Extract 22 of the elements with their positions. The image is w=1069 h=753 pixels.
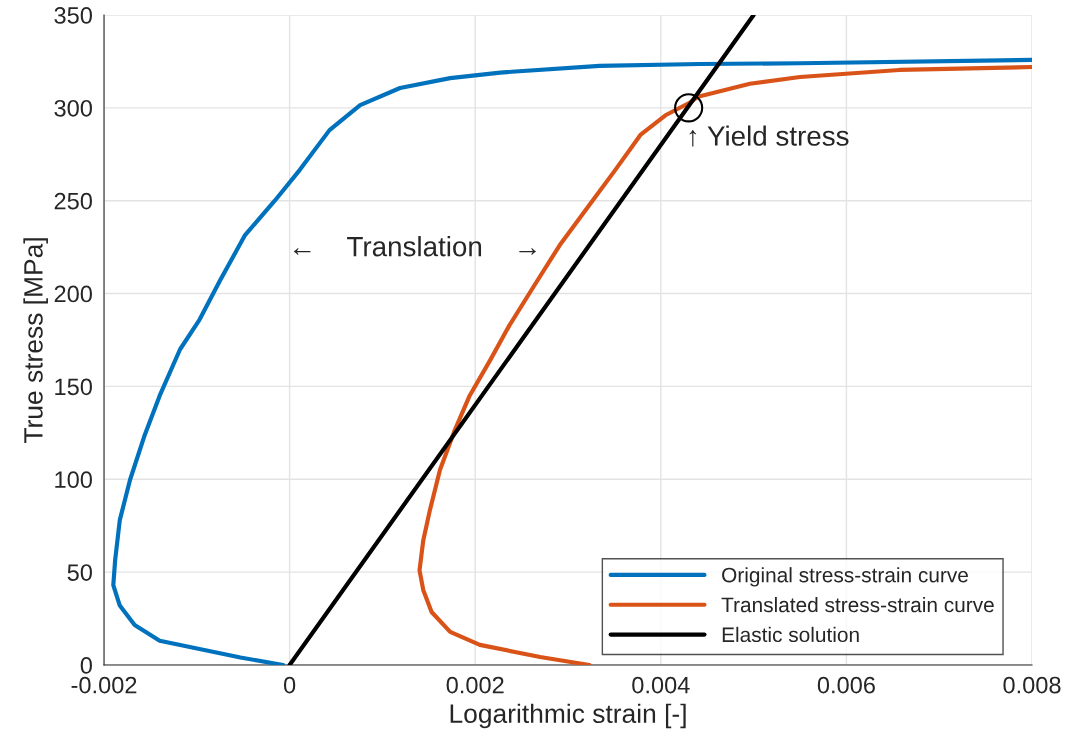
- y-axis-title: True stress [MPa]: [23, 238, 48, 443]
- y-tick-label: 50: [67, 564, 92, 581]
- y-tick-label: 100: [55, 471, 92, 489]
- x-tick-label: 0.004: [632, 676, 690, 694]
- x-axis-title: Logarithmic strain [-]: [450, 703, 686, 729]
- legend-label: Elastic solution: [722, 626, 859, 643]
- legend-label: Original stress-strain curve: [722, 567, 968, 587]
- x-tick-label: -0.002: [71, 676, 137, 694]
- x-tick-label: 0.006: [817, 676, 875, 694]
- annotation: ↑ Yield stress: [689, 125, 849, 147]
- annotation: ← Translation →: [293, 236, 536, 257]
- y-tick-label: 350: [54, 7, 92, 24]
- line-series: [111, 57, 1033, 665]
- legend-label: Translated stress-strain curve: [721, 596, 994, 613]
- y-tick-label: 200: [54, 285, 92, 303]
- x-tick-label: 0.008: [1003, 676, 1061, 694]
- y-tick-label: 0: [80, 657, 92, 674]
- y-tick-label: 250: [54, 192, 92, 210]
- y-tick-label: 300: [54, 99, 92, 117]
- x-tick-label: 0.002: [446, 676, 504, 694]
- x-tick-label: 0: [283, 676, 296, 694]
- y-tick-label: 150: [55, 378, 92, 396]
